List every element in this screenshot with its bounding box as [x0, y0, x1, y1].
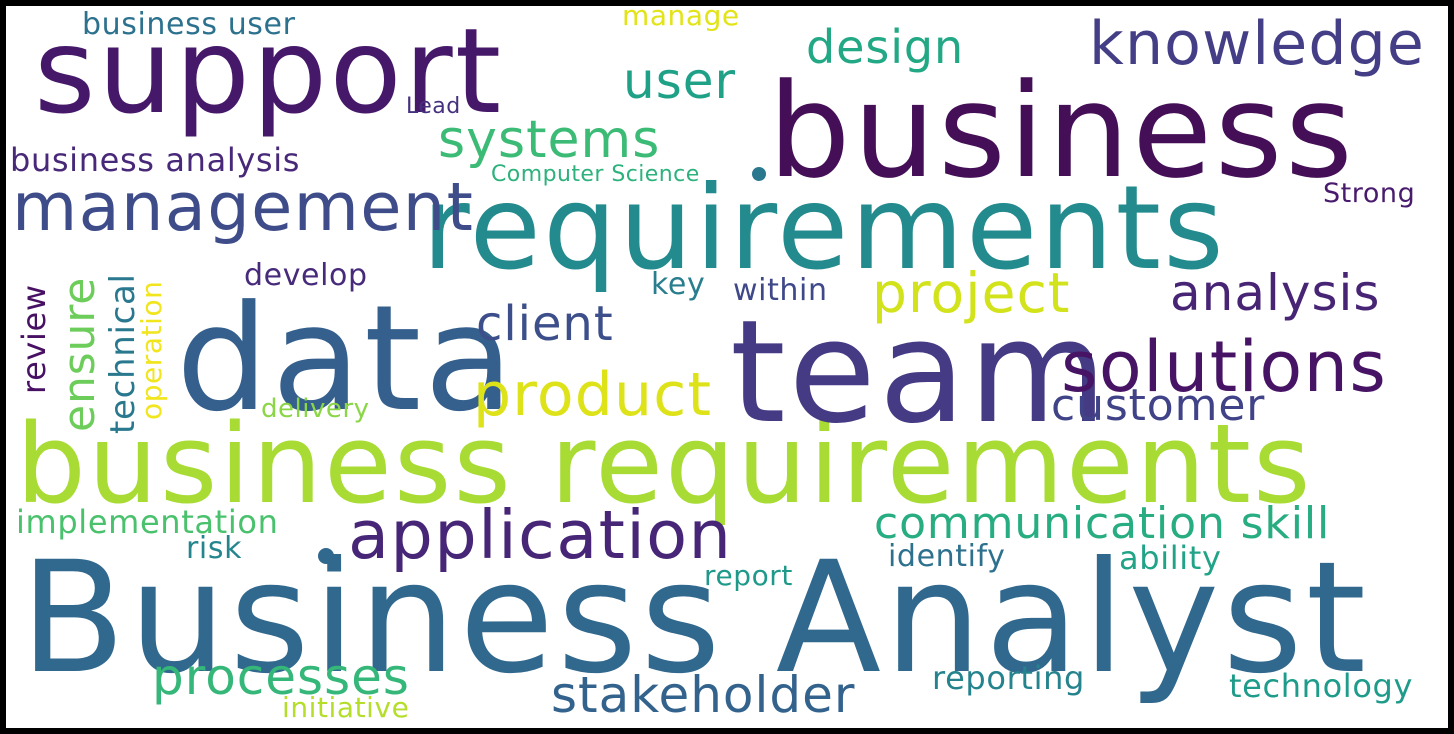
word-user: user	[623, 52, 737, 110]
word-strong: Strong	[1323, 178, 1416, 209]
word-processes: processes	[152, 648, 410, 706]
word-develop: develop	[244, 258, 368, 293]
word-design: design	[806, 20, 965, 74]
word-business-analyst: Business Analyst	[20, 529, 1370, 708]
word-stakeholder: stakeholder	[551, 666, 856, 724]
word-management: management	[12, 168, 475, 246]
word-ensure: ensure	[54, 276, 105, 432]
word-review: review	[15, 284, 53, 394]
dot-marker	[318, 548, 334, 564]
word-ability: ability	[1119, 539, 1222, 577]
word-solutions: solutions	[1061, 326, 1388, 408]
word-key: key	[651, 267, 706, 302]
word-requirements: requirements	[422, 161, 1227, 296]
word-identify: identify	[888, 539, 1006, 574]
word-analysis: analysis	[1170, 264, 1381, 322]
word-initiative: initiative	[282, 691, 410, 724]
word-client: client	[476, 296, 614, 352]
word-operation: operation	[135, 280, 168, 420]
word-systems: systems	[438, 110, 661, 170]
word-product: product	[473, 360, 713, 430]
word-delivery: delivery	[261, 394, 370, 424]
word-report: report	[704, 559, 793, 592]
word-risk: risk	[186, 531, 243, 566]
word-data: data	[176, 274, 517, 444]
word-reporting: reporting	[932, 659, 1085, 697]
word-team: team	[730, 290, 1110, 455]
word-manage: manage	[622, 6, 740, 32]
word-business-requirements: business requirements	[16, 400, 1313, 528]
word-cloud: Business Analyst business requirements b…	[6, 6, 1448, 728]
word-technology: technology	[1229, 667, 1414, 705]
word-support: support	[34, 6, 504, 140]
word-project: project	[872, 261, 1071, 325]
word-business: business	[768, 55, 1356, 207]
dot-marker	[752, 167, 766, 181]
word-knowledge: knowledge	[1089, 9, 1426, 79]
word-business-user: business user	[82, 7, 296, 42]
word-customer: customer	[1051, 380, 1266, 431]
word-implementation: implementation	[16, 503, 279, 541]
word-business-analysis: business analysis	[10, 141, 301, 179]
word-lead: Lead	[406, 94, 461, 119]
word-computer-science: Computer Science	[491, 162, 700, 187]
word-communication-skill: communication skill	[874, 498, 1331, 549]
word-within: within	[733, 273, 828, 308]
word-application: application	[348, 496, 733, 574]
